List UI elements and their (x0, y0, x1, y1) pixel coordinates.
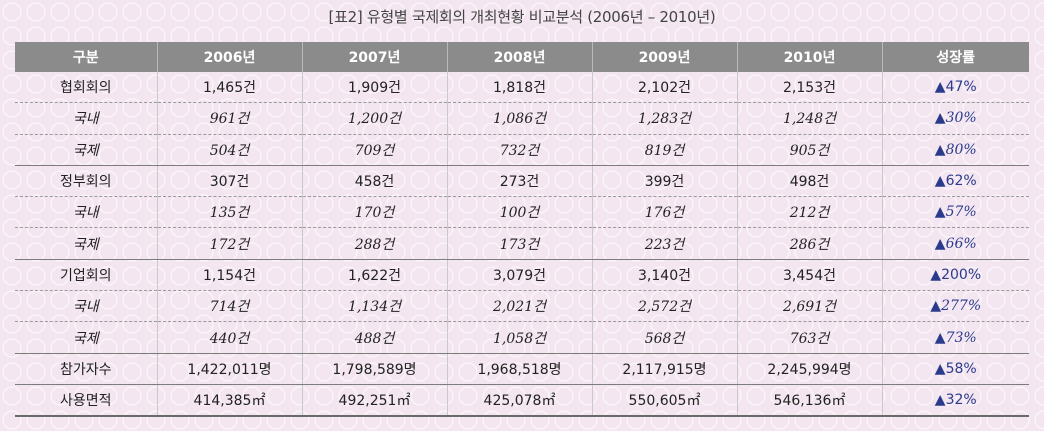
table-row: 사용면적 414,385㎡ 492,251㎡ 425,078㎡ 550,605㎡… (15, 384, 1029, 418)
header-2010: 2010년 (737, 42, 883, 72)
cell-2006: 961건 (157, 102, 303, 135)
cell-2009: 2,572건 (592, 290, 738, 323)
header-category: 구분 (15, 42, 158, 72)
row-label: 국제 (15, 134, 158, 166)
cell-2009: 3,140건 (592, 259, 738, 292)
cell-2007: 288건 (302, 227, 448, 260)
cell-2010: 212건 (737, 196, 883, 229)
cell-2007: 1,134건 (302, 290, 448, 323)
row-label: 협회회의 (15, 72, 158, 104)
row-label: 기업회의 (15, 259, 158, 292)
cell-2006: 1,154건 (157, 259, 303, 292)
growth-cell: ▲277% (882, 290, 1029, 323)
table-row: 참가자수 1,422,011명 1,798,589명 1,968,518명 2,… (15, 353, 1029, 385)
row-label: 사용면적 (15, 384, 158, 418)
growth-cell: ▲62% (882, 165, 1029, 198)
cell-2006: 1,422,011명 (157, 353, 303, 385)
cell-2008: 100건 (447, 196, 593, 229)
cell-2007: 170건 (302, 196, 448, 229)
row-label: 국내 (15, 102, 158, 135)
cell-2010: 1,248건 (737, 102, 883, 135)
cell-2009: 176건 (592, 196, 738, 229)
cell-2008: 1,818건 (447, 72, 593, 104)
cell-2009: 1,283건 (592, 102, 738, 135)
cell-2007: 492,251㎡ (302, 384, 448, 418)
cell-2007: 458건 (302, 165, 448, 198)
cell-2007: 709건 (302, 134, 448, 166)
cell-2010: 2,245,994명 (737, 353, 883, 385)
cell-2009: 2,117,915명 (592, 353, 738, 385)
header-2006: 2006년 (157, 42, 303, 72)
growth-cell: ▲47% (882, 72, 1029, 104)
cell-2007: 1,200건 (302, 102, 448, 135)
table-row: 국내 961건 1,200건 1,086건 1,283건 1,248건 ▲30% (15, 102, 1029, 135)
cell-2008: 2,021건 (447, 290, 593, 323)
cell-2006: 135건 (157, 196, 303, 229)
conference-stats-table: 구분 2006년 2007년 2008년 2009년 2010년 성장률 협회회… (15, 42, 1029, 418)
cell-2008: 1,968,518명 (447, 353, 593, 385)
cell-2010: 2,691건 (737, 290, 883, 323)
header-growth: 성장률 (882, 42, 1029, 72)
row-label: 국제 (15, 227, 158, 260)
row-label: 국제 (15, 321, 158, 354)
header-2008: 2008년 (447, 42, 593, 72)
growth-cell: ▲32% (882, 384, 1029, 418)
cell-2006: 414,385㎡ (157, 384, 303, 418)
cell-2008: 173건 (447, 227, 593, 260)
header-row: 구분 2006년 2007년 2008년 2009년 2010년 성장률 (15, 42, 1029, 72)
cell-2006: 440건 (157, 321, 303, 354)
cell-2008: 732건 (447, 134, 593, 166)
cell-2009: 819건 (592, 134, 738, 166)
growth-cell: ▲57% (882, 196, 1029, 229)
row-label: 국내 (15, 290, 158, 323)
cell-2009: 2,102건 (592, 72, 738, 104)
cell-2008: 1,058건 (447, 321, 593, 354)
row-label: 참가자수 (15, 353, 158, 385)
header-2009: 2009년 (592, 42, 738, 72)
cell-2006: 714건 (157, 290, 303, 323)
row-label: 국내 (15, 196, 158, 229)
table-row: 국내 135건 170건 100건 176건 212건 ▲57% (15, 196, 1029, 229)
cell-2007: 1,798,589명 (302, 353, 448, 385)
cell-2010: 763건 (737, 321, 883, 354)
growth-cell: ▲58% (882, 353, 1029, 385)
cell-2006: 172건 (157, 227, 303, 260)
cell-2007: 1,909건 (302, 72, 448, 104)
growth-cell: ▲80% (882, 134, 1029, 166)
cell-2009: 568건 (592, 321, 738, 354)
cell-2010: 498건 (737, 165, 883, 198)
cell-2008: 3,079건 (447, 259, 593, 292)
cell-2009: 550,605㎡ (592, 384, 738, 418)
cell-2010: 905건 (737, 134, 883, 166)
cell-2006: 1,465건 (157, 72, 303, 104)
growth-cell: ▲66% (882, 227, 1029, 260)
cell-2008: 273건 (447, 165, 593, 198)
cell-2010: 3,454건 (737, 259, 883, 292)
cell-2007: 1,622건 (302, 259, 448, 292)
table-row: 국제 440건 488건 1,058건 568건 763건 ▲73% (15, 321, 1029, 354)
table-row: 협회회의 1,465건 1,909건 1,818건 2,102건 2,153건 … (15, 72, 1029, 104)
cell-2010: 2,153건 (737, 72, 883, 104)
cell-2006: 504건 (157, 134, 303, 166)
table-row: 국내 714건 1,134건 2,021건 2,572건 2,691건 ▲277… (15, 290, 1029, 323)
header-2007: 2007년 (302, 42, 448, 72)
cell-2009: 223건 (592, 227, 738, 260)
table-caption: [표2] 유형별 국제회의 개최현황 비교분석 (2006년 – 2010년) (328, 8, 716, 26)
table-row: 기업회의 1,154건 1,622건 3,079건 3,140건 3,454건 … (15, 259, 1029, 292)
growth-cell: ▲200% (882, 259, 1029, 292)
cell-2007: 488건 (302, 321, 448, 354)
cell-2008: 1,086건 (447, 102, 593, 135)
table-row: 국제 504건 709건 732건 819건 905건 ▲80% (15, 134, 1029, 166)
cell-2006: 307건 (157, 165, 303, 198)
cell-2010: 286건 (737, 227, 883, 260)
table-row: 정부회의 307건 458건 273건 399건 498건 ▲62% (15, 165, 1029, 198)
row-label: 정부회의 (15, 165, 158, 198)
table-row: 국제 172건 288건 173건 223건 286건 ▲66% (15, 227, 1029, 260)
growth-cell: ▲30% (882, 102, 1029, 135)
cell-2010: 546,136㎡ (737, 384, 883, 418)
cell-2009: 399건 (592, 165, 738, 198)
growth-cell: ▲73% (882, 321, 1029, 354)
cell-2008: 425,078㎡ (447, 384, 593, 418)
